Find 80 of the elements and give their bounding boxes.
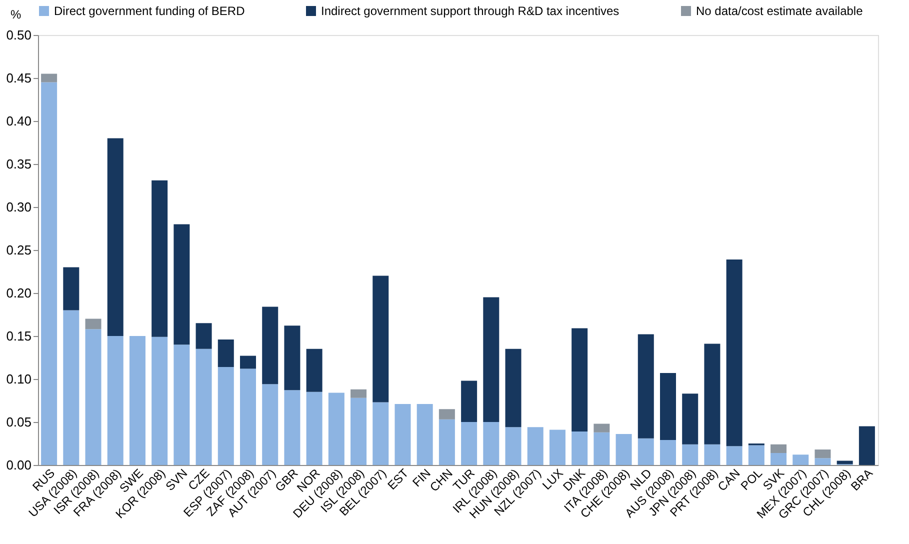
y-axis-title: % (10, 8, 22, 22)
bar (63, 267, 80, 310)
bar (306, 348, 322, 392)
bar (726, 259, 742, 446)
bar (682, 444, 698, 465)
bar (350, 398, 367, 465)
bar (306, 392, 322, 465)
bar (372, 276, 389, 402)
legend-label: No data/cost estimate available (696, 4, 864, 18)
bar (218, 366, 234, 465)
y-tick-label: 0.30 (6, 200, 32, 214)
bar (660, 440, 676, 465)
bar (284, 390, 300, 465)
bar (748, 445, 764, 465)
legend-label: Direct government funding of BERD (54, 4, 246, 18)
bar (196, 348, 212, 465)
bar (704, 444, 720, 465)
bar (284, 326, 300, 390)
bar (372, 402, 389, 465)
y-tick-label: 0.40 (6, 114, 32, 128)
bar (594, 424, 610, 432)
bar (704, 344, 720, 444)
bar (483, 297, 500, 422)
bar (85, 318, 102, 330)
bar (129, 336, 146, 465)
bar (394, 404, 411, 465)
bar (350, 389, 367, 398)
y-tick-label: 0.05 (6, 414, 32, 430)
legend-label: Indirect government support through R&D tax incentives (321, 4, 620, 18)
bar (505, 348, 522, 428)
y-tick-label: 0.15 (6, 328, 32, 344)
bar (107, 336, 124, 465)
bar (836, 460, 853, 464)
bar (328, 392, 344, 465)
bar (549, 430, 566, 465)
bar (85, 329, 102, 465)
y-tick-label: 0.00 (6, 458, 32, 472)
y-tick-label: 0.25 (6, 242, 32, 258)
bar (240, 368, 256, 465)
y-tick-label: 0.50 (6, 28, 32, 42)
bar (218, 339, 234, 367)
bar (660, 372, 676, 440)
y-tick-label: 0.20 (6, 286, 32, 300)
bar (262, 384, 278, 465)
bar (505, 427, 522, 465)
bar (41, 74, 58, 82)
bar (262, 306, 278, 384)
bar (416, 404, 433, 465)
y-tick-label: 0.10 (6, 372, 32, 386)
bar (527, 427, 544, 465)
bar (726, 446, 742, 465)
bar (616, 434, 632, 465)
bar (461, 422, 478, 465)
bar (594, 432, 610, 465)
bar (438, 409, 455, 420)
bar (174, 224, 190, 345)
bar (174, 344, 190, 465)
bar (814, 458, 831, 465)
bar (682, 394, 698, 444)
bar (572, 328, 588, 432)
bar (483, 422, 500, 465)
bar (152, 336, 168, 465)
bar (63, 310, 80, 465)
bar (770, 444, 787, 453)
bar (572, 431, 588, 465)
bar (858, 426, 875, 465)
bar (770, 452, 787, 465)
bar (461, 380, 478, 422)
bar (638, 438, 654, 465)
bar (638, 334, 654, 438)
bar (196, 323, 212, 349)
bar (41, 82, 58, 465)
bar (107, 138, 124, 336)
bar (152, 180, 168, 337)
bar (438, 419, 455, 465)
bar (814, 450, 831, 458)
y-tick-label: 0.35 (6, 156, 32, 172)
bar (240, 356, 256, 369)
bar (792, 454, 809, 465)
y-tick-label: 0.45 (6, 70, 32, 86)
